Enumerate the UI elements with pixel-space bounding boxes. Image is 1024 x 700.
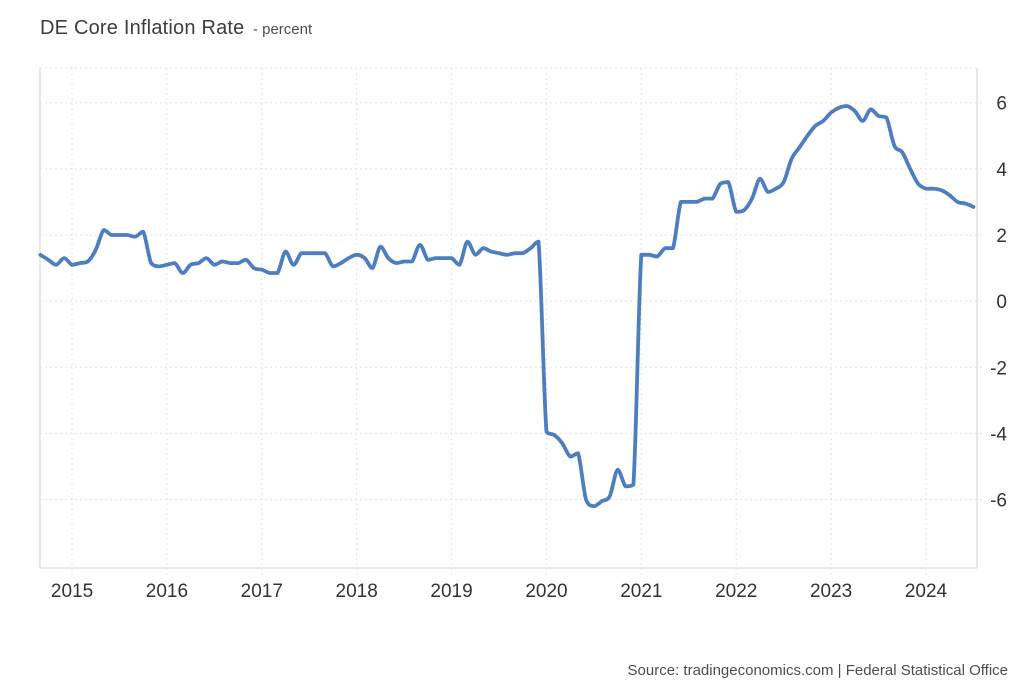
x-tick-label: 2022 [715, 581, 757, 602]
y-tick-label: -4 [990, 424, 1007, 445]
x-tick-label: 2023 [810, 581, 852, 602]
y-tick-label: -6 [990, 491, 1007, 512]
chart-title: DE Core Inflation Rate [40, 17, 245, 39]
y-tick-label: 6 [996, 94, 1007, 115]
y-tick-label: 2 [996, 226, 1007, 247]
chart-header: DE Core Inflation Rate - percent [40, 17, 312, 40]
y-tick-label: 0 [996, 292, 1007, 313]
x-tick-label: 2016 [146, 581, 188, 602]
chart-subtitle: - percent [252, 21, 313, 38]
x-tick-label: 2021 [620, 581, 662, 602]
x-tick-label: 2019 [430, 581, 472, 602]
y-tick-label: 4 [996, 160, 1007, 181]
y-tick-label: -2 [990, 358, 1007, 379]
x-tick-label: 2017 [241, 581, 283, 602]
x-tick-label: 2020 [525, 581, 567, 602]
x-tick-label: 2018 [336, 581, 378, 602]
source-attribution: Source: tradingeconomics.com | Federal S… [627, 662, 1008, 679]
x-tick-label: 2024 [905, 581, 948, 602]
x-tick-label: 2015 [51, 581, 93, 602]
series-line [38, 104, 976, 509]
